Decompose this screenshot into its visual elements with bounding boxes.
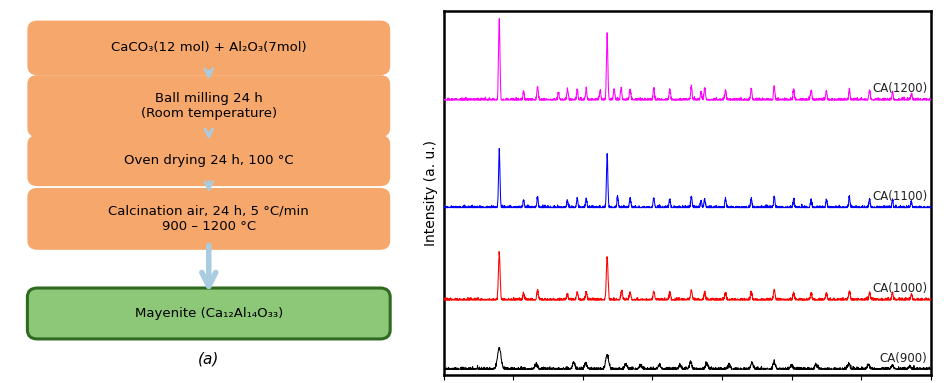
Text: CA(1000): CA(1000) (871, 282, 926, 295)
Text: CaCO₃(12 mol) + Al₂O₃(7mol): CaCO₃(12 mol) + Al₂O₃(7mol) (110, 41, 306, 54)
Text: CA(1200): CA(1200) (871, 82, 926, 95)
Text: Mayenite (Ca₁₂Al₁₄O₃₃): Mayenite (Ca₁₂Al₁₄O₃₃) (134, 307, 282, 320)
FancyBboxPatch shape (27, 188, 390, 250)
FancyBboxPatch shape (27, 288, 390, 339)
FancyBboxPatch shape (27, 21, 390, 75)
Text: CA(1100): CA(1100) (871, 190, 926, 203)
FancyBboxPatch shape (27, 135, 390, 186)
Text: (a): (a) (198, 351, 219, 366)
Text: Calcination air, 24 h, 5 °C/min
900 – 1200 °C: Calcination air, 24 h, 5 °C/min 900 – 12… (109, 205, 309, 233)
Text: Oven drying 24 h, 100 °C: Oven drying 24 h, 100 °C (124, 154, 294, 167)
FancyBboxPatch shape (27, 75, 390, 137)
Y-axis label: Intensity (a. u.): Intensity (a. u.) (424, 141, 437, 246)
Text: Ball milling 24 h
(Room temperature): Ball milling 24 h (Room temperature) (141, 92, 277, 120)
Text: CA(900): CA(900) (879, 352, 926, 365)
